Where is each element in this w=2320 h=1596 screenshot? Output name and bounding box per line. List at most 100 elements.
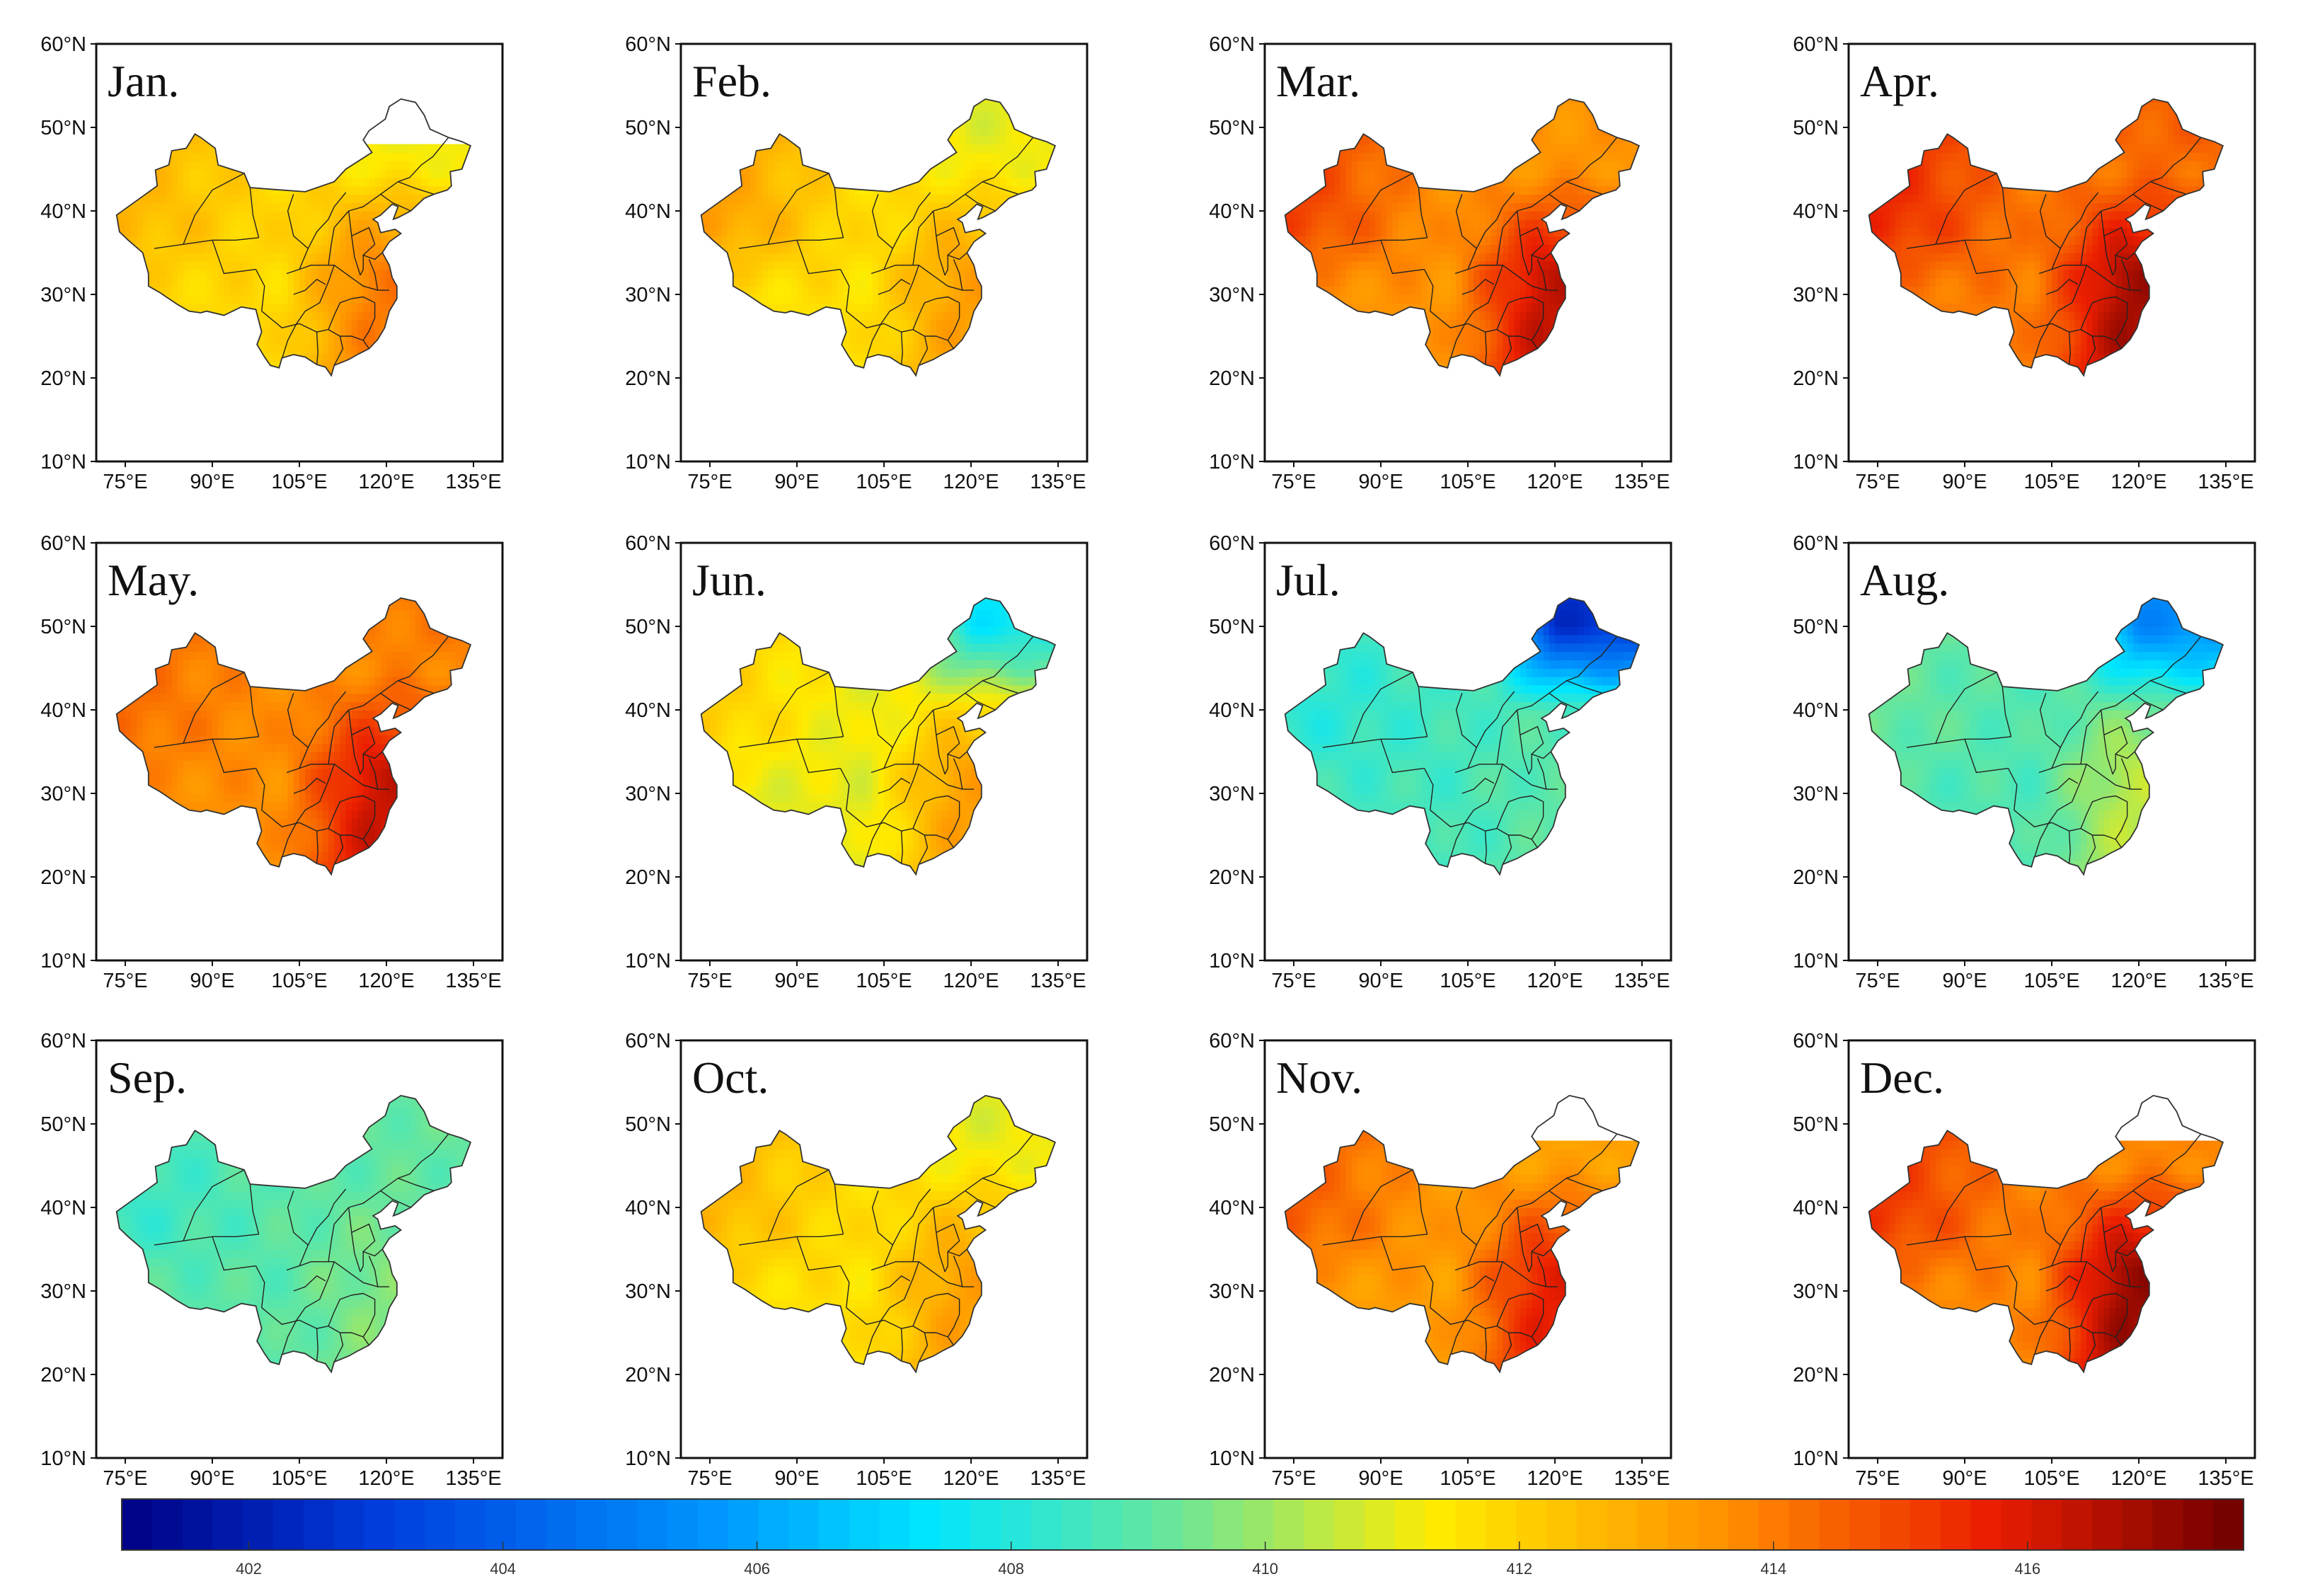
field-cell [779, 260, 786, 270]
field-cell [1340, 185, 1347, 195]
field-cell [351, 185, 358, 195]
field-cell [206, 169, 213, 178]
field-cell [768, 269, 774, 279]
field-cell [218, 302, 225, 312]
field-cell [345, 302, 352, 312]
field-cell [299, 236, 306, 245]
field-cell [229, 294, 236, 304]
field-cell [241, 277, 248, 287]
field-cell [1040, 144, 1047, 154]
field-cell [948, 244, 955, 253]
field-cell [369, 227, 376, 237]
field-cell [398, 161, 405, 170]
field-cell [212, 219, 219, 229]
field-cell [235, 227, 242, 237]
field-cell [1345, 152, 1353, 161]
field-cell [890, 194, 897, 203]
field-cell [919, 177, 926, 187]
field-cell [229, 253, 236, 262]
field-cell [872, 328, 879, 337]
field-cell [710, 227, 716, 237]
field-cell [808, 302, 815, 312]
field-cell [374, 152, 381, 161]
field-cell [1311, 244, 1318, 253]
field-cell [814, 277, 821, 287]
field-cell [1323, 211, 1329, 220]
field-cell [843, 219, 850, 229]
field-cell [154, 260, 161, 270]
field-cell [1323, 185, 1329, 195]
field-cell [1323, 177, 1329, 187]
field-cell [235, 294, 242, 304]
field-cell [948, 202, 955, 212]
field-cell [177, 244, 184, 253]
field-cell [982, 185, 989, 195]
field-cell [1000, 161, 1006, 170]
x-tick-label: 135°E [445, 471, 501, 493]
field-cell [895, 311, 902, 321]
field-cell [224, 260, 231, 270]
field-cell [762, 236, 769, 245]
field-cell [930, 177, 937, 187]
field-cell [363, 319, 370, 328]
field-cell [826, 260, 832, 270]
field-cell [756, 161, 763, 170]
field-cell [936, 328, 943, 337]
field-cell [218, 169, 225, 178]
field-cell [160, 277, 167, 287]
field-cell [340, 269, 347, 279]
field-cell [340, 319, 347, 328]
field-cell [750, 269, 757, 279]
field-cell [189, 211, 196, 220]
field-cell [965, 253, 972, 262]
field-cell [160, 260, 167, 270]
field-cell [808, 169, 815, 178]
field-cell [843, 260, 850, 270]
field-cell [299, 227, 306, 237]
field-cell [814, 302, 821, 312]
field-cell [340, 185, 347, 195]
field-cell [826, 253, 832, 262]
field-cell [913, 319, 919, 328]
province-boundary [380, 193, 411, 212]
field-cell [299, 211, 306, 220]
field-cell [1328, 260, 1336, 270]
field-cell [287, 344, 294, 354]
field-cell [369, 161, 376, 170]
field-cell [878, 194, 885, 203]
field-cell [785, 202, 792, 212]
field-cell [334, 185, 341, 195]
field-cell [762, 161, 769, 170]
field-cell [1323, 277, 1329, 287]
field-cell [745, 269, 752, 279]
field-cell [409, 144, 416, 154]
field-cell [311, 202, 318, 212]
field-cell [919, 185, 926, 195]
field-cell [948, 311, 955, 321]
field-cell [334, 253, 341, 262]
field-cell [438, 161, 445, 170]
field-cell [345, 185, 352, 195]
field-cell [855, 260, 861, 270]
field-cell [808, 211, 815, 220]
field-cell [270, 260, 277, 270]
field-cell [148, 277, 155, 287]
field-cell [814, 202, 821, 212]
field-cell [866, 260, 873, 270]
field-cell [953, 302, 960, 312]
field-cell [374, 319, 381, 328]
field-cell [849, 344, 856, 354]
field-cell [229, 244, 236, 253]
field-cell [832, 227, 839, 237]
field-cell [264, 269, 271, 279]
field-cell [264, 302, 271, 312]
field-cell [369, 277, 376, 287]
field-cell [716, 202, 723, 212]
field-cell [287, 328, 294, 337]
field-cell [276, 319, 283, 328]
field-cell [264, 194, 271, 203]
field-cell [293, 302, 300, 312]
field-cell [779, 211, 786, 220]
field-cell [305, 253, 312, 262]
field-cell [901, 328, 908, 337]
